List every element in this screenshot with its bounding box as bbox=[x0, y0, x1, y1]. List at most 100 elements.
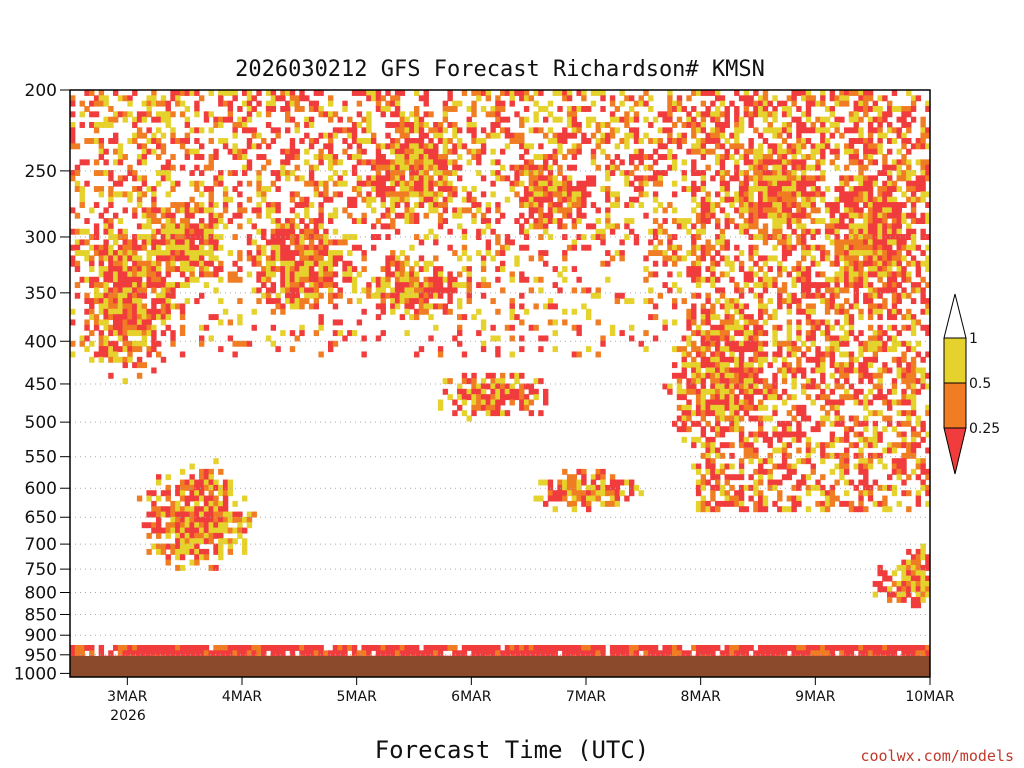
heatmap-cell bbox=[428, 143, 434, 150]
heatmap-cell bbox=[371, 95, 377, 102]
heatmap-cell bbox=[801, 170, 807, 176]
heatmap-cell bbox=[614, 127, 621, 134]
heatmap-cell bbox=[738, 212, 745, 219]
heatmap-cell bbox=[815, 650, 821, 657]
heatmap-cell bbox=[404, 116, 410, 123]
heatmap-cell bbox=[414, 191, 420, 198]
heatmap-cell bbox=[304, 180, 310, 187]
heatmap-cell bbox=[165, 292, 171, 299]
heatmap-cell bbox=[222, 116, 229, 123]
heatmap-cell bbox=[566, 90, 573, 96]
heatmap-cell bbox=[313, 100, 320, 107]
heatmap-cell bbox=[509, 180, 515, 187]
heatmap-cell bbox=[390, 170, 396, 176]
heatmap-cell bbox=[810, 399, 816, 406]
heatmap-cell bbox=[523, 383, 530, 390]
heatmap-cell bbox=[471, 410, 477, 417]
heatmap-cell bbox=[452, 212, 458, 219]
heatmap-cell bbox=[108, 191, 114, 198]
heatmap-cell bbox=[151, 100, 157, 107]
heatmap-cell bbox=[132, 340, 138, 347]
heatmap-cell bbox=[648, 287, 654, 294]
heatmap-cell bbox=[380, 644, 386, 651]
heatmap-cell bbox=[289, 292, 296, 299]
heatmap-cell bbox=[261, 276, 267, 283]
heatmap-cell bbox=[485, 650, 492, 657]
heatmap-cell bbox=[285, 271, 291, 278]
heatmap-cell bbox=[652, 335, 659, 342]
heatmap-cell bbox=[304, 234, 310, 241]
heatmap-cell bbox=[356, 191, 363, 198]
heatmap-cell bbox=[605, 490, 611, 497]
heatmap-cell bbox=[98, 271, 105, 278]
heatmap-cell bbox=[323, 196, 329, 203]
heatmap-cell bbox=[533, 218, 539, 225]
heatmap-cell bbox=[404, 202, 410, 208]
heatmap-cell bbox=[815, 207, 821, 214]
heatmap-cell bbox=[70, 319, 76, 326]
heatmap-cell bbox=[629, 650, 635, 657]
heatmap-cell bbox=[414, 170, 420, 176]
heatmap-cell bbox=[805, 116, 812, 123]
heatmap-cell bbox=[390, 186, 396, 192]
heatmap-cell bbox=[562, 180, 568, 187]
heatmap-cell bbox=[528, 650, 535, 657]
heatmap-cell bbox=[117, 298, 124, 305]
heatmap-cell bbox=[151, 234, 157, 241]
heatmap-cell bbox=[122, 239, 128, 246]
heatmap-cell bbox=[289, 154, 296, 160]
heatmap-cell bbox=[113, 266, 119, 273]
heatmap-cell bbox=[461, 196, 468, 203]
heatmap-cell bbox=[127, 271, 133, 278]
heatmap-cell bbox=[753, 282, 759, 289]
heatmap-cell bbox=[199, 335, 205, 342]
heatmap-cell bbox=[285, 644, 291, 651]
heatmap-cell bbox=[801, 287, 807, 294]
heatmap-cell bbox=[394, 111, 401, 118]
heatmap-cell bbox=[146, 490, 152, 497]
heatmap-cell bbox=[117, 266, 124, 273]
heatmap-cell bbox=[232, 132, 238, 139]
heatmap-cell bbox=[738, 260, 745, 267]
heatmap-cell bbox=[328, 175, 334, 182]
heatmap-cell bbox=[681, 335, 687, 342]
heatmap-cell bbox=[509, 239, 515, 246]
heatmap-cell bbox=[715, 404, 721, 411]
heatmap-cell bbox=[767, 479, 773, 486]
heatmap-cell bbox=[251, 106, 257, 112]
heatmap-cell bbox=[791, 500, 797, 507]
heatmap-cell bbox=[380, 159, 386, 166]
heatmap-cell bbox=[93, 127, 100, 134]
heatmap-cell bbox=[805, 436, 812, 443]
heatmap-cell bbox=[490, 324, 496, 331]
heatmap-cell bbox=[786, 431, 793, 438]
heatmap-cell bbox=[160, 207, 167, 214]
heatmap-cell bbox=[203, 474, 210, 481]
heatmap-cell bbox=[724, 260, 730, 267]
heatmap-cell bbox=[361, 90, 367, 96]
heatmap-cell bbox=[165, 255, 171, 262]
heatmap-cell bbox=[184, 234, 191, 241]
heatmap-cell bbox=[719, 431, 726, 438]
heatmap-cell bbox=[820, 500, 826, 507]
heatmap-cell bbox=[103, 218, 109, 225]
heatmap-cell bbox=[89, 644, 95, 651]
heatmap-cell bbox=[299, 239, 305, 246]
heatmap-cell bbox=[490, 180, 496, 187]
heatmap-cell bbox=[805, 484, 812, 491]
heatmap-cell bbox=[390, 202, 396, 208]
heatmap-cell bbox=[361, 266, 367, 273]
heatmap-cell bbox=[404, 122, 410, 128]
heatmap-cell bbox=[600, 239, 606, 246]
heatmap-cell bbox=[457, 223, 463, 230]
heatmap-cell bbox=[299, 260, 305, 267]
heatmap-cell bbox=[748, 95, 754, 102]
heatmap-cell bbox=[256, 175, 262, 182]
heatmap-cell bbox=[160, 319, 167, 326]
heatmap-cell bbox=[695, 282, 702, 289]
heatmap-cell bbox=[781, 175, 788, 182]
heatmap-cell bbox=[108, 250, 114, 257]
heatmap-cell bbox=[461, 186, 468, 192]
heatmap-cell bbox=[246, 106, 253, 112]
heatmap-cell bbox=[748, 271, 754, 278]
